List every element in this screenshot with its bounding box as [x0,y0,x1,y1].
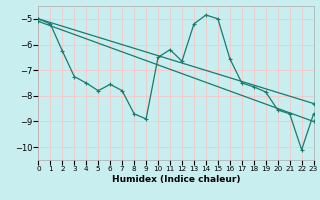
X-axis label: Humidex (Indice chaleur): Humidex (Indice chaleur) [112,175,240,184]
